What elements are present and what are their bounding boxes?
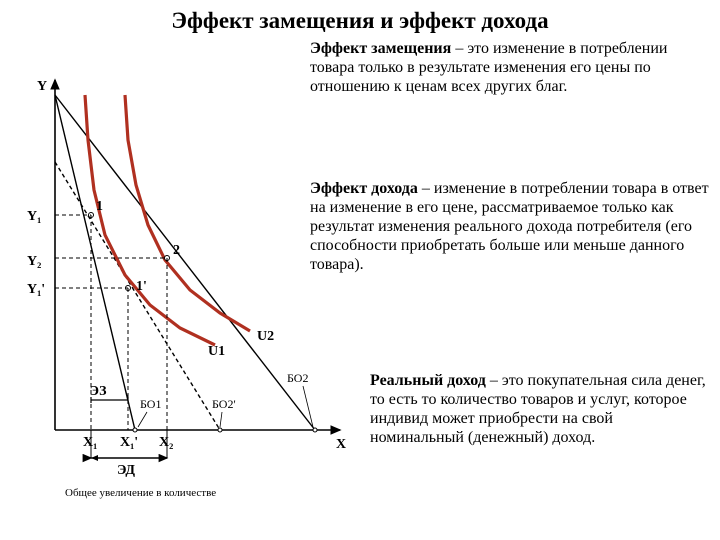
diagram-caption-2: спрашиваемого товара X xyxy=(80,499,196,500)
x-tick-2: X₂ xyxy=(159,435,173,450)
definition-income: Эффект дохода – изменение в потреблении … xyxy=(310,180,710,274)
u1-label: U1 xyxy=(208,344,225,359)
budget-line-1 xyxy=(55,95,135,430)
x-tick-0: X₁ xyxy=(83,435,97,450)
definition-substitution: Эффект замещения – это изменение в потре… xyxy=(310,40,710,97)
bo2-label: БО2 xyxy=(287,371,308,385)
bo2p-leader xyxy=(220,412,222,427)
ez-label: ЭЗ xyxy=(90,384,107,399)
bo1-leader xyxy=(138,412,147,427)
point-1p-label: 1' xyxy=(136,279,147,294)
u2-label: U2 xyxy=(257,329,274,344)
y-tick-1: Y₂ xyxy=(27,254,41,269)
budget-line-2 xyxy=(55,95,315,430)
economics-diagram: Y X 1 1' 2 Y₁ Y₂ Y₁' X₁ X₁' X₂ U1 U2 БО1 БО2' БО2 ЭЗ ЭД Об… xyxy=(10,60,350,500)
diagram-caption-1: Общее увеличение в количестве xyxy=(65,487,216,499)
indifference-curve-u1 xyxy=(85,95,215,345)
page-title: Эффект замещения и эффект дохода xyxy=(0,8,720,34)
bo2p-label: БО2' xyxy=(212,397,236,411)
point-1-label: 1 xyxy=(96,199,103,214)
point-2-label: 2 xyxy=(173,243,180,258)
bo1-marker xyxy=(133,428,137,432)
x-tick-1: X₁' xyxy=(120,435,138,450)
x-axis-label: X xyxy=(336,437,346,452)
bo1-label: БО1 xyxy=(140,397,161,411)
y-tick-0: Y₁ xyxy=(27,209,41,224)
ed-label: ЭД xyxy=(117,463,135,478)
definition-real-income-term: Реальный доход xyxy=(370,372,486,389)
y-axis-label: Y xyxy=(37,79,47,94)
bo2-marker xyxy=(313,428,317,432)
definition-real-income: Реальный доход – это покупательная сила … xyxy=(370,372,710,448)
ed-bracket-larrow xyxy=(91,455,98,461)
y-tick-2: Y₁' xyxy=(27,282,45,297)
bo2p-marker xyxy=(218,428,222,432)
definition-substitution-term: Эффект замещения xyxy=(310,40,451,57)
